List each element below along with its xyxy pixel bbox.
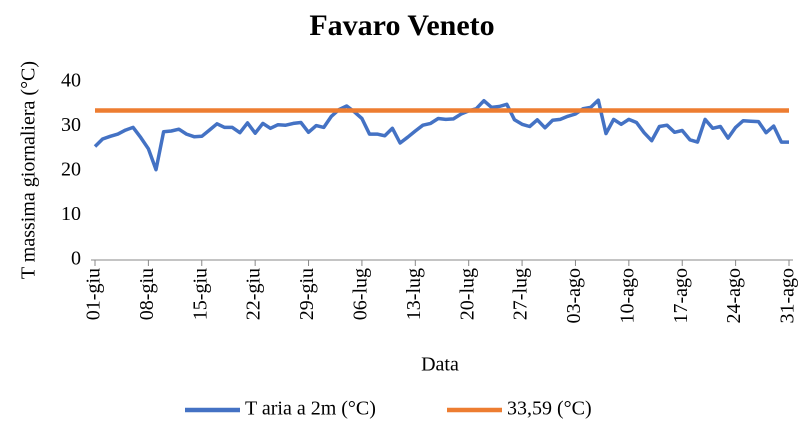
x-tick-label: 15-giu [189,268,211,320]
x-tick-label: 17-ago [670,268,692,324]
x-tick-label: 08-giu [136,268,158,320]
legend-label: T aria a 2m (°C) [245,398,376,420]
x-tick-label: 01-giu [83,268,105,320]
chart-title: Favaro Veneto [309,9,494,42]
x-tick-label: 24-ago [723,268,745,324]
x-tick-label: 29-giu [296,268,318,320]
x-tick-label: 27-lug [510,268,532,320]
x-tick-label: 03-ago [563,268,585,324]
legend-label: 33,59 (°C) [507,398,592,420]
line-series [93,98,789,172]
x-tick-label: 10-ago [616,268,638,324]
y-tick-label: 30 [61,114,81,136]
y-axis-label: T massima giornaliera (°C) [18,61,40,279]
y-tick-label: 40 [61,70,81,92]
x-tick-label: 22-giu [243,268,265,320]
x-tick-label: 06-lug [350,268,372,320]
y-tick-label: 10 [61,203,81,225]
y-tick-label: 0 [71,248,81,270]
x-axis-label: Data [421,354,459,376]
x-tick-label: 31-ago [777,268,799,324]
y-tick-label: 20 [61,159,81,181]
x-tick-label: 20-lug [456,268,478,320]
x-tick-label: 13-lug [403,268,425,320]
